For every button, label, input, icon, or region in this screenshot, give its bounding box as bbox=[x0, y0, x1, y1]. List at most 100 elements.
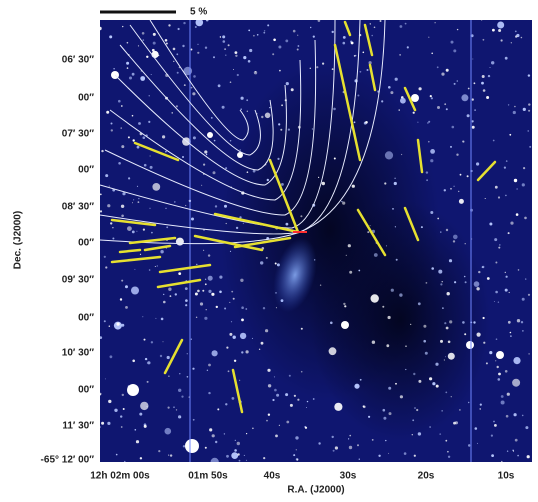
star bbox=[528, 353, 530, 355]
star bbox=[297, 45, 300, 47]
star bbox=[439, 433, 442, 435]
star bbox=[473, 281, 480, 287]
star bbox=[319, 284, 322, 286]
polarization-vectors bbox=[110, 20, 497, 414]
star bbox=[267, 413, 271, 416]
star bbox=[193, 75, 196, 78]
star bbox=[208, 391, 211, 395]
star bbox=[525, 278, 527, 280]
star bbox=[508, 291, 510, 294]
star bbox=[481, 75, 485, 78]
star bbox=[106, 110, 110, 114]
star bbox=[411, 434, 413, 436]
star bbox=[281, 183, 284, 186]
star bbox=[463, 275, 466, 278]
star bbox=[274, 388, 277, 392]
star bbox=[513, 357, 521, 365]
star bbox=[162, 341, 164, 343]
star bbox=[476, 287, 480, 291]
star bbox=[521, 414, 524, 417]
star bbox=[229, 332, 233, 336]
star bbox=[486, 277, 490, 280]
star bbox=[241, 306, 244, 310]
star bbox=[528, 109, 531, 112]
star bbox=[181, 395, 184, 398]
star bbox=[379, 20, 382, 22]
star bbox=[197, 43, 199, 45]
star bbox=[498, 29, 502, 32]
star bbox=[526, 455, 530, 459]
star bbox=[478, 270, 481, 274]
star bbox=[447, 455, 451, 458]
star bbox=[195, 20, 204, 27]
star bbox=[233, 359, 237, 362]
x-tick-label: 20s bbox=[418, 471, 435, 482]
star bbox=[129, 76, 132, 80]
star bbox=[118, 99, 121, 103]
star bbox=[234, 439, 236, 441]
star bbox=[464, 243, 466, 245]
star bbox=[151, 50, 159, 59]
star bbox=[418, 87, 422, 91]
star bbox=[194, 26, 197, 28]
star bbox=[311, 128, 313, 130]
star bbox=[429, 377, 433, 381]
star bbox=[121, 214, 124, 218]
star bbox=[514, 105, 516, 108]
star bbox=[256, 34, 259, 36]
star bbox=[504, 370, 508, 373]
star bbox=[333, 107, 336, 111]
bright-star bbox=[207, 132, 213, 138]
star bbox=[276, 393, 280, 397]
star bbox=[358, 458, 360, 460]
star bbox=[497, 196, 501, 199]
star bbox=[373, 253, 378, 257]
star bbox=[513, 178, 518, 183]
star bbox=[399, 293, 403, 297]
star bbox=[399, 395, 403, 399]
star bbox=[297, 398, 300, 401]
star bbox=[527, 130, 529, 132]
x-tick-label: 40s bbox=[264, 471, 281, 482]
vector bbox=[333, 43, 362, 162]
star bbox=[152, 183, 161, 191]
star bbox=[431, 267, 435, 270]
star bbox=[265, 329, 269, 333]
star bbox=[300, 215, 303, 218]
star bbox=[429, 426, 431, 428]
star bbox=[204, 278, 207, 280]
star bbox=[514, 438, 518, 442]
star bbox=[205, 153, 208, 156]
star bbox=[175, 237, 184, 246]
star bbox=[182, 44, 185, 48]
star bbox=[239, 149, 241, 151]
star bbox=[207, 254, 211, 257]
star bbox=[178, 388, 182, 392]
star bbox=[205, 309, 207, 311]
bright-star bbox=[341, 321, 349, 329]
star bbox=[260, 261, 264, 265]
star bbox=[262, 307, 266, 310]
star bbox=[510, 335, 512, 337]
vector bbox=[163, 338, 184, 375]
y-tick-label: 00″ bbox=[78, 313, 94, 324]
star bbox=[450, 187, 452, 190]
star bbox=[328, 347, 337, 356]
star bbox=[107, 204, 111, 208]
star bbox=[120, 204, 125, 208]
star bbox=[132, 139, 135, 142]
star bbox=[202, 289, 205, 292]
star bbox=[492, 139, 495, 142]
star bbox=[388, 412, 392, 416]
star bbox=[224, 48, 227, 50]
star bbox=[183, 21, 186, 25]
star bbox=[447, 450, 449, 453]
star bbox=[371, 34, 374, 37]
star bbox=[297, 34, 299, 36]
star bbox=[453, 49, 457, 53]
x-tick-label: 01m 50s bbox=[188, 471, 228, 482]
star bbox=[126, 226, 132, 232]
star bbox=[105, 174, 109, 178]
star bbox=[215, 440, 218, 444]
